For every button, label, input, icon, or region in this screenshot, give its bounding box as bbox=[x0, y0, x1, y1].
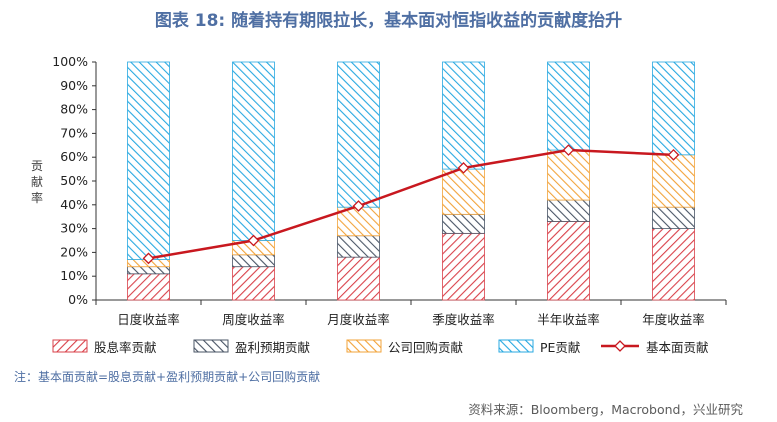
y-tick-label: 80% bbox=[60, 102, 88, 117]
legend-item-earnings: 盈利预期贡献 bbox=[193, 333, 310, 359]
legend-label-buyback: 公司回购贡献 bbox=[388, 339, 464, 355]
bar-segment-dividend bbox=[337, 256, 380, 301]
bar-segment-dividend bbox=[442, 232, 485, 301]
legend-item-fundamental: 基本面贡献 bbox=[600, 333, 709, 359]
bar-segment-buyback bbox=[547, 149, 590, 201]
chart-source: 资料来源：Bloomberg，Macrobond，兴业研究 bbox=[468, 402, 743, 417]
bar-segment-dividend bbox=[232, 266, 275, 301]
bar-segment-pe bbox=[547, 61, 590, 151]
x-tick-label: 周度收益率 bbox=[222, 312, 285, 327]
bar-segment-earnings bbox=[232, 254, 275, 268]
chart-title: 图表 18: 随着持有期限拉长，基本面对恒指收益的贡献度抬升 bbox=[154, 11, 623, 31]
bar-segment-buyback bbox=[337, 206, 380, 237]
legend-label-pe: PE贡献 bbox=[540, 339, 581, 355]
legend-item-buyback: 公司回购贡献 bbox=[346, 333, 463, 359]
bar-segment-pe bbox=[652, 61, 695, 156]
y-tick-label: 10% bbox=[60, 268, 88, 283]
y-tick-label: 50% bbox=[60, 173, 88, 188]
legend-swatch-pe bbox=[498, 339, 534, 353]
chart-legend: 股息率贡献 盈利预期贡献 公司回购贡献 PE贡献 基本面贡献 bbox=[0, 333, 777, 359]
fundamental-point bbox=[247, 234, 260, 247]
fundamental-point bbox=[667, 148, 680, 161]
y-tick-label: 60% bbox=[60, 149, 88, 164]
bar-segment-earnings bbox=[127, 266, 170, 275]
x-tick-label: 月度收益率 bbox=[327, 312, 390, 327]
bar-segment-dividend bbox=[547, 221, 590, 301]
bar-segment-buyback bbox=[652, 154, 695, 208]
legend-label-dividend: 股息率贡献 bbox=[94, 339, 157, 355]
y-tick-label: 100% bbox=[52, 54, 88, 69]
x-tick-label: 年度收益率 bbox=[642, 312, 705, 327]
y-tick-label: 40% bbox=[60, 197, 88, 212]
fundamental-point bbox=[562, 144, 575, 156]
bar-segment-earnings bbox=[337, 235, 380, 258]
bar-segment-earnings bbox=[442, 213, 485, 234]
x-tick-label: 日度收益率 bbox=[117, 312, 180, 327]
chart-note: 注：基本面贡献=股息贡献+盈利预期贡献+公司回购贡献 bbox=[14, 370, 321, 384]
chart-area: 0% 10% 20% 30% 40% 50% 60% 70% 80% 90% 100% 日度收益率 周度… bbox=[52, 54, 727, 327]
y-tick-label: 30% bbox=[60, 221, 88, 236]
fundamental-line bbox=[148, 148, 674, 260]
bar-segment-buyback bbox=[442, 168, 485, 215]
legend-item-dividend: 股息率贡献 bbox=[52, 333, 157, 359]
y-tick-label: 70% bbox=[60, 125, 88, 140]
fundamental-point bbox=[457, 162, 470, 174]
bar-segment-pe bbox=[127, 61, 170, 260]
legend-swatch-earnings bbox=[193, 339, 229, 353]
bar-segment-earnings bbox=[547, 199, 590, 222]
legend-item-pe: PE贡献 bbox=[498, 333, 580, 359]
fundamental-point bbox=[142, 252, 155, 265]
legend-swatch-fundamental bbox=[601, 340, 639, 352]
bar-segment-dividend bbox=[652, 228, 695, 301]
legend-swatch-buyback bbox=[346, 339, 382, 353]
bar-segment-pe bbox=[337, 61, 380, 208]
y-tick-label: 90% bbox=[60, 78, 88, 93]
bar-segment-earnings bbox=[652, 206, 695, 229]
legend-label-fundamental: 基本面贡献 bbox=[646, 339, 709, 355]
x-tick-label: 半年收益率 bbox=[537, 312, 600, 327]
legend-swatch-dividend bbox=[52, 339, 88, 353]
x-tick-label: 季度收益率 bbox=[432, 312, 495, 327]
y-tick-label: 20% bbox=[60, 244, 88, 259]
y-tick-label: 0% bbox=[68, 292, 88, 307]
bar-segment-dividend bbox=[127, 273, 170, 301]
legend-label-earnings: 盈利预期贡献 bbox=[235, 339, 311, 355]
bar-segment-pe bbox=[232, 61, 275, 241]
bar-segment-pe bbox=[442, 61, 485, 170]
y-axis-label: 贡献率 bbox=[30, 159, 43, 205]
fundamental-point bbox=[352, 200, 365, 212]
